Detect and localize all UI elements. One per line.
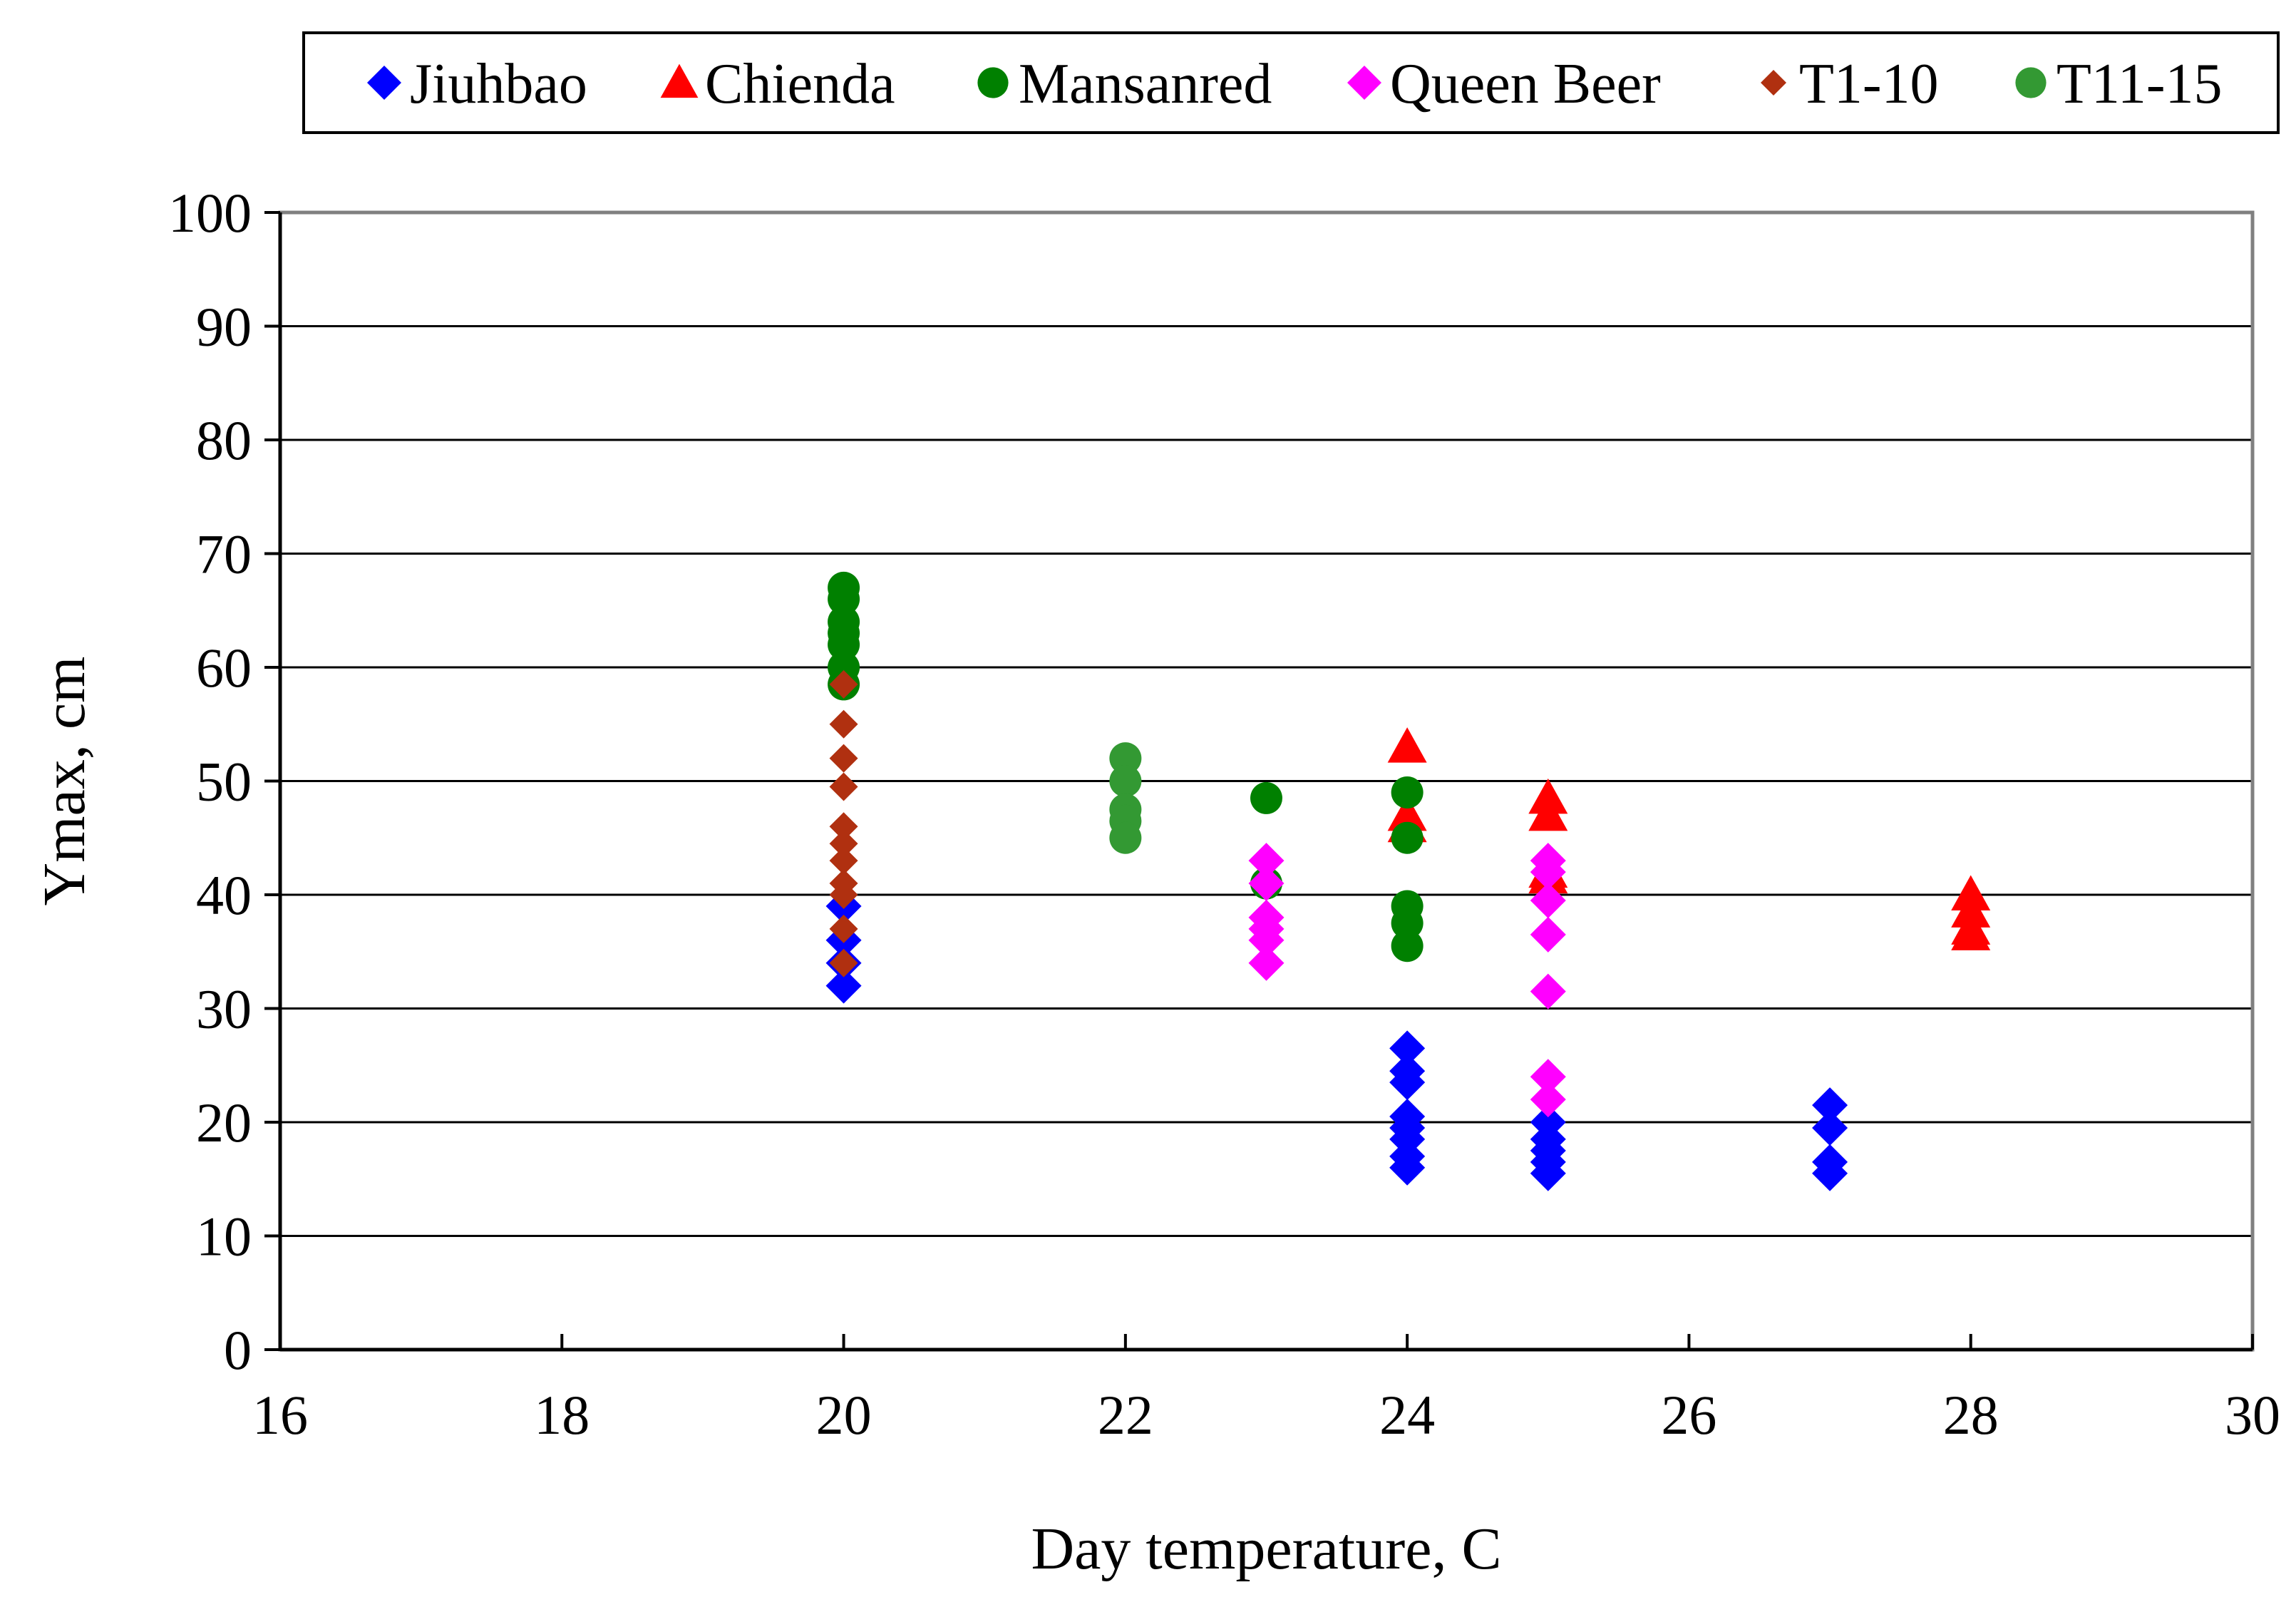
legend-label: Chienda [705,53,895,115]
x-tick-label-18: 18 [534,1384,590,1446]
y-tick-label-100: 100 [168,182,252,244]
series-t1-10 [829,669,858,977]
data-point [829,846,858,876]
data-point [1391,821,1424,854]
x-tick-label-22: 22 [1098,1384,1153,1446]
legend-label: T11-15 [2056,53,2223,115]
y-tick-label-50: 50 [196,751,252,813]
data-point [1387,727,1427,763]
data-point [829,669,858,699]
data-point [829,772,858,801]
data-point [1109,821,1142,854]
legend-label: Queen Beer [1390,53,1661,115]
legend-label: T1-10 [1799,53,1939,115]
data-point [1530,916,1566,953]
y-tick-label-20: 20 [196,1092,252,1154]
data-point [1389,1064,1426,1101]
legend-marker-chienda [660,63,699,98]
data-point [828,628,860,661]
x-axis-title: Day temperature, C [1031,1516,1501,1582]
legend: Jiuhbao Chienda Mansanred Queen Beer T1-10 T1… [302,31,2280,134]
data-point [1530,973,1566,1010]
data-point [1248,945,1285,981]
data-point [829,709,858,739]
data-point [829,881,858,909]
data-point [829,744,858,773]
legend-marker-t1-10 [1761,70,1786,96]
data-point [1530,882,1566,918]
x-tick-label-28: 28 [1943,1384,1999,1446]
data-point [1812,1087,1848,1124]
y-tick-label-60: 60 [196,637,252,699]
data-point [1530,1082,1566,1118]
data-point [1248,843,1285,879]
y-tick-label-80: 80 [196,409,252,471]
data-point [1250,781,1282,814]
data-point [825,967,862,1004]
legend-marker-t11-15 [2015,67,2047,98]
legend-label: Jiuhbao [410,53,587,115]
data-point [1530,1059,1566,1095]
legend-label: Mansanred [1019,53,1272,115]
gridlines [280,325,2253,1237]
y-axis-title: Ymax, cm [31,657,98,906]
data-point [1530,1155,1566,1191]
axes [264,211,2254,1352]
data-point [1951,915,1991,950]
x-tick-label-24: 24 [1379,1384,1435,1446]
legend-marker-queen-beer [1347,66,1381,100]
legend-marker-jiuhbao [367,66,401,100]
legend-box [302,31,2280,134]
series-t11-15 [1109,742,1142,854]
y-tick-label-90: 90 [196,296,252,358]
data-point [829,829,858,858]
tick-labels: 0 10 20 30 40 50 60 70 80 90 100 16 18 20 22 24 26 28 30 [168,182,2280,1446]
data-point [1109,742,1142,775]
y-tick-label-0: 0 [224,1319,252,1381]
x-tick-label-20: 20 [816,1384,872,1446]
data-point [1530,854,1566,890]
data-point [829,948,858,977]
y-tick-label-10: 10 [196,1206,252,1268]
data-point [828,582,860,615]
data-points [825,571,1991,1191]
x-tick-label-26: 26 [1661,1384,1716,1446]
legend-marker-mansanred [977,67,1009,98]
y-tick-label-70: 70 [196,523,252,585]
data-point [1389,1149,1426,1186]
data-point [829,812,858,841]
x-tick-label-30: 30 [2225,1384,2280,1446]
y-tick-label-30: 30 [196,978,252,1040]
data-point [829,914,858,943]
data-point [1812,1109,1848,1146]
data-point [1248,866,1285,902]
data-point [1812,1155,1848,1191]
data-point [1528,795,1568,831]
series-queen-beer [1248,843,1566,1118]
data-point [1248,922,1285,958]
data-point [1391,776,1424,808]
data-point [1109,765,1142,797]
y-tick-label-40: 40 [196,864,252,926]
data-point [1391,907,1424,940]
data-point [1389,1030,1426,1067]
data-point [1391,930,1424,962]
x-tick-label-16: 16 [252,1384,308,1446]
